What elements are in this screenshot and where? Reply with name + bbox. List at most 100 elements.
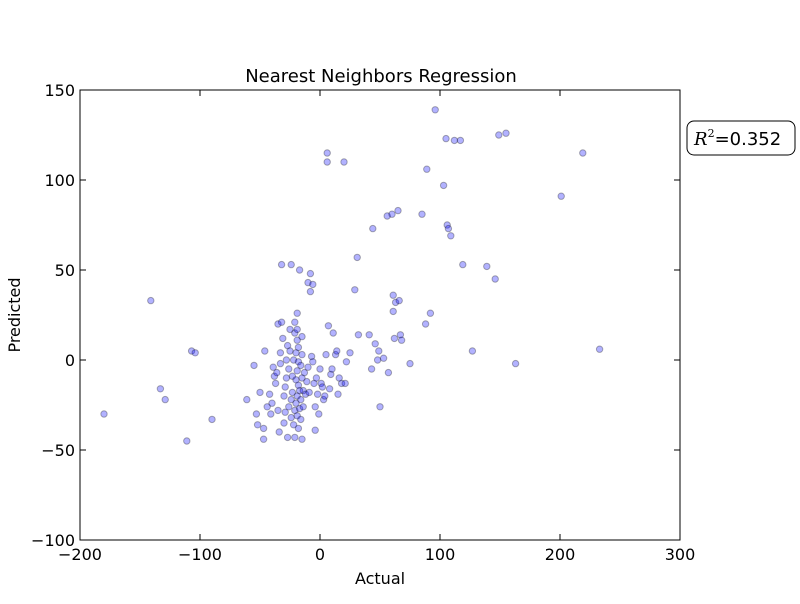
data-point bbox=[502, 129, 510, 137]
data-point bbox=[328, 365, 336, 373]
data-point bbox=[283, 433, 292, 442]
data-point bbox=[297, 415, 305, 424]
points-layer bbox=[100, 106, 604, 445]
data-point bbox=[286, 325, 294, 334]
data-point bbox=[306, 287, 315, 296]
data-point bbox=[298, 374, 306, 382]
annotation-value: =0.352 bbox=[715, 129, 782, 150]
data-point bbox=[406, 359, 414, 368]
data-point bbox=[280, 392, 288, 400]
data-point bbox=[375, 347, 383, 355]
data-point bbox=[243, 395, 251, 404]
data-point bbox=[365, 331, 373, 339]
data-point bbox=[253, 421, 262, 429]
data-point bbox=[269, 363, 277, 371]
x-tick-label: −100 bbox=[178, 545, 222, 564]
data-point bbox=[161, 395, 169, 404]
data-point bbox=[579, 149, 587, 157]
data-point bbox=[298, 435, 306, 443]
data-point bbox=[291, 318, 299, 326]
x-tick-label: 200 bbox=[545, 545, 576, 564]
data-point bbox=[367, 365, 376, 373]
data-point bbox=[299, 403, 307, 411]
data-point bbox=[316, 365, 324, 373]
data-point bbox=[274, 320, 282, 328]
data-point bbox=[495, 131, 503, 139]
data-point bbox=[292, 399, 300, 407]
data-point bbox=[147, 296, 155, 305]
data-point bbox=[291, 433, 299, 442]
data-point bbox=[309, 358, 317, 366]
plot-frame bbox=[79, 89, 681, 541]
data-point bbox=[315, 410, 323, 418]
data-point bbox=[379, 354, 388, 362]
data-point bbox=[459, 260, 467, 269]
data-point bbox=[281, 408, 289, 416]
data-point bbox=[390, 334, 399, 343]
data-point bbox=[259, 424, 268, 433]
data-point bbox=[322, 350, 330, 359]
data-point bbox=[295, 386, 304, 395]
data-point bbox=[292, 349, 300, 357]
data-point bbox=[293, 392, 301, 400]
annotation-symbol: R bbox=[693, 129, 708, 150]
data-point bbox=[331, 350, 340, 359]
data-point bbox=[276, 349, 285, 357]
data-point bbox=[279, 334, 287, 343]
data-point bbox=[208, 415, 216, 424]
data-point bbox=[450, 136, 459, 145]
data-point bbox=[252, 410, 261, 418]
data-point bbox=[418, 210, 426, 218]
data-point bbox=[313, 390, 322, 398]
data-point bbox=[289, 421, 298, 429]
data-point bbox=[395, 296, 403, 305]
data-point bbox=[511, 359, 520, 368]
data-point bbox=[292, 376, 300, 384]
data-point bbox=[346, 349, 354, 357]
data-point bbox=[303, 377, 311, 386]
data-point bbox=[288, 388, 297, 397]
data-point bbox=[187, 347, 196, 355]
data-point bbox=[341, 379, 349, 388]
x-tick-label: 0 bbox=[315, 545, 325, 564]
data-point bbox=[281, 383, 289, 391]
data-point bbox=[265, 390, 274, 398]
x-tick-label: −200 bbox=[58, 545, 102, 564]
y-tick-label: −100 bbox=[31, 531, 75, 550]
data-point bbox=[295, 404, 304, 413]
data-point bbox=[327, 370, 335, 379]
data-point bbox=[291, 329, 299, 337]
data-point bbox=[394, 206, 402, 215]
x-axis-ticks: −200 −100 0 100 200 300 bbox=[58, 90, 695, 564]
data-point bbox=[250, 361, 258, 370]
data-point bbox=[307, 352, 316, 361]
data-point bbox=[295, 266, 304, 274]
data-point bbox=[334, 390, 342, 398]
x-tick-label: 300 bbox=[665, 545, 696, 564]
data-point bbox=[274, 406, 282, 415]
data-point bbox=[280, 419, 288, 427]
data-point bbox=[191, 349, 199, 357]
data-point bbox=[291, 406, 299, 415]
data-point bbox=[294, 343, 303, 352]
data-point bbox=[329, 329, 337, 337]
data-point bbox=[325, 385, 334, 393]
y-tick-label: 150 bbox=[44, 81, 75, 100]
data-point bbox=[282, 374, 291, 382]
data-point bbox=[297, 361, 305, 370]
data-point bbox=[304, 278, 312, 287]
data-point bbox=[439, 181, 448, 190]
data-point bbox=[342, 358, 351, 366]
data-point bbox=[273, 368, 281, 377]
data-point bbox=[282, 356, 291, 364]
data-point bbox=[293, 336, 301, 344]
annotation-exponent: 2 bbox=[708, 127, 715, 140]
data-point bbox=[456, 136, 465, 145]
annotation-box bbox=[686, 120, 796, 156]
data-point bbox=[287, 413, 295, 422]
data-point bbox=[353, 253, 361, 262]
data-point bbox=[324, 322, 333, 330]
data-point bbox=[270, 372, 279, 380]
data-point bbox=[442, 134, 450, 143]
